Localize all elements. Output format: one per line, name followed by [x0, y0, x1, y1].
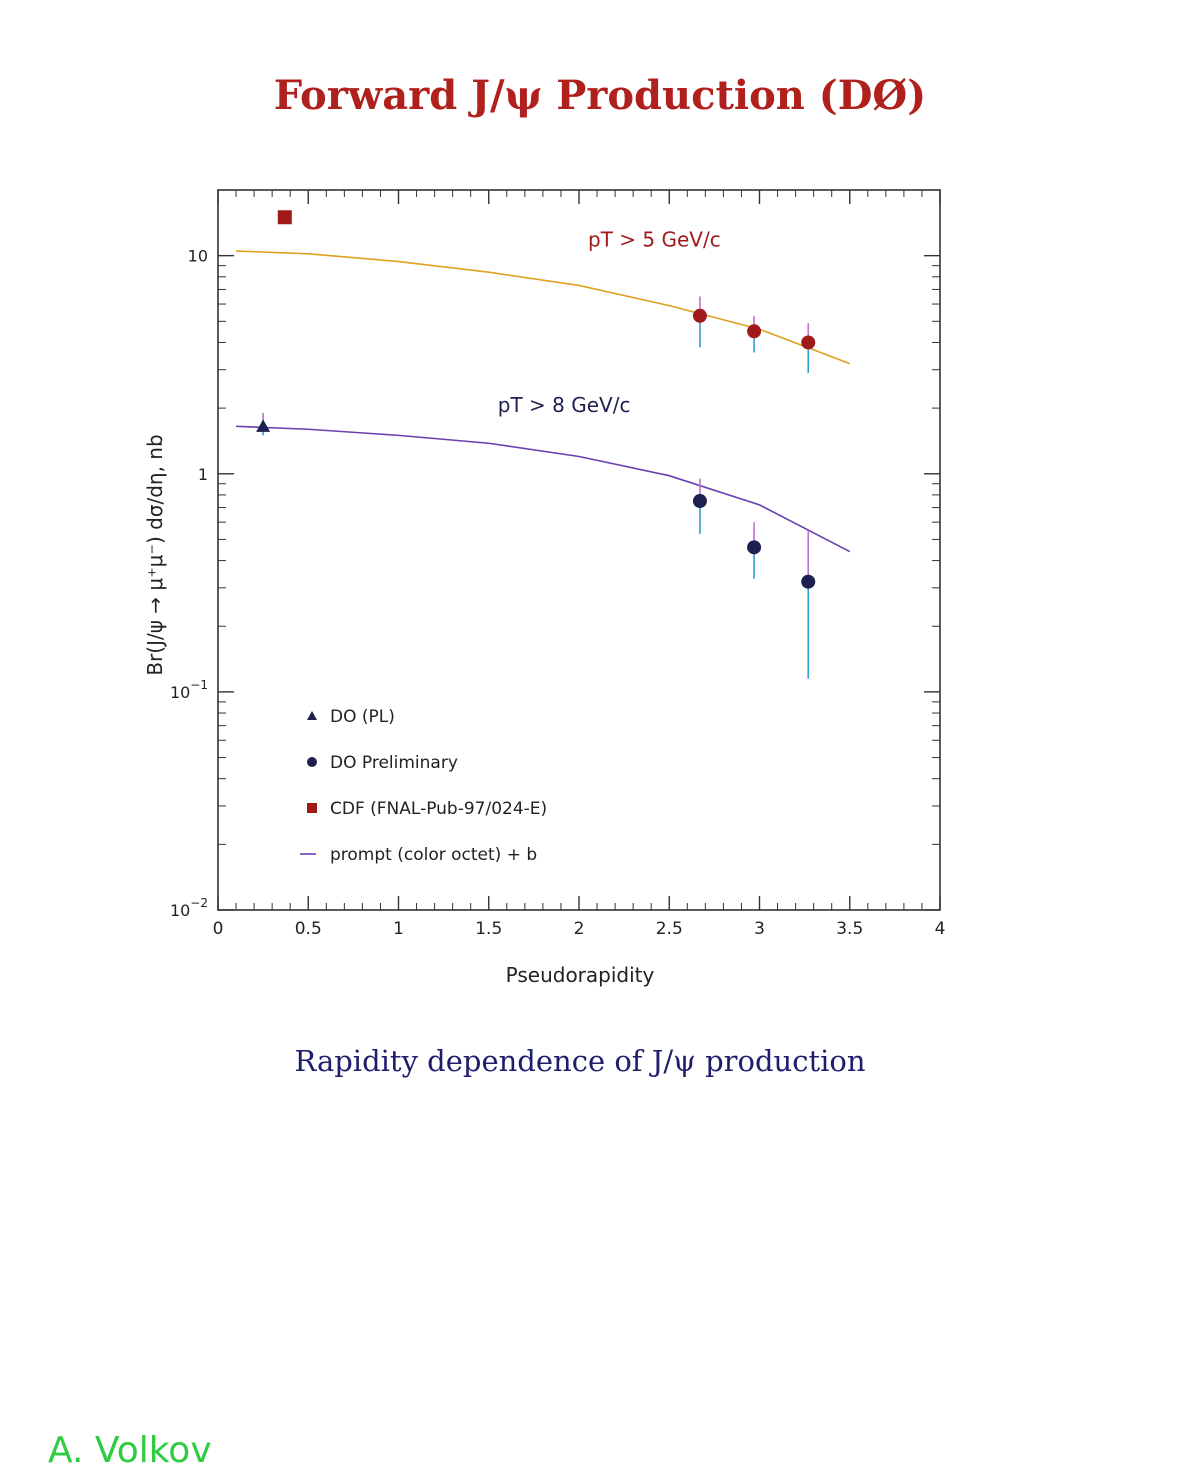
legend-marker-circle: [307, 757, 317, 767]
y-axis-label: Br(J/ψ → μ⁺μ⁻) dσ/dη, nb: [143, 434, 167, 675]
annotation-pt5: pT > 5 GeV/c: [588, 228, 721, 252]
data-points: [256, 210, 816, 679]
theory-curve-pt8: [236, 425, 851, 553]
annotation-pt8: pT > 8 GeV/c: [498, 393, 631, 417]
x-tick-label: 0: [213, 919, 224, 939]
y-axis-ticks: 10 1 10−1 10−2: [170, 189, 940, 920]
x-tick-label: 3.5: [836, 919, 863, 939]
annotations: pT > 5 GeV/c pT > 8 GeV/c: [498, 228, 721, 417]
x-tick-label: 4: [935, 919, 946, 939]
theory-curve-pt5: [236, 250, 851, 365]
y-tick-label: 10: [188, 247, 208, 266]
legend-label: DO Preliminary: [330, 753, 458, 773]
data-point-circle: [747, 540, 762, 555]
legend-marker-triangle: [307, 711, 317, 720]
x-tick-label: 2.5: [656, 919, 683, 939]
x-axis-ticks: 0 0.5 1 1.5 2 2.5 3 3.5 4: [213, 190, 946, 939]
data-point-triangle: [256, 419, 271, 432]
theory-curves: [236, 250, 851, 553]
data-point-circle: [692, 308, 707, 323]
data-point-circle: [801, 574, 816, 589]
x-tick-label: 3: [754, 919, 765, 939]
x-tick-label: 2: [574, 919, 585, 939]
data-point-square: [277, 210, 292, 225]
legend: DO (PL) DO Preliminary CDF (FNAL-Pub-97/02…: [300, 707, 547, 865]
figure-caption: Rapidity dependence of J/ψ production: [294, 1044, 866, 1078]
legend-label: DO (PL): [330, 707, 395, 727]
y-tick-label: 10−2: [170, 896, 208, 920]
data-point-circle: [801, 335, 816, 350]
legend-label: CDF (FNAL-Pub-97/024-E): [330, 799, 547, 819]
x-tick-label: 1.5: [475, 919, 502, 939]
slide-title: Forward J/ψ Production (DØ): [273, 72, 927, 119]
data-point-circle: [747, 324, 762, 339]
x-tick-label: 0.5: [295, 919, 322, 939]
plot-frame: [217, 189, 941, 911]
y-tick-label: 10−1: [170, 678, 208, 702]
legend-marker-square: [307, 803, 317, 813]
legend-label: prompt (color octet) + b: [330, 845, 537, 865]
x-tick-label: 1: [393, 919, 404, 939]
x-axis-label: Pseudorapidity: [506, 963, 655, 987]
data-point-circle: [692, 494, 707, 509]
plot-border: [217, 189, 941, 911]
author-signature: A. Volkov: [48, 1430, 212, 1471]
y-tick-label: 1: [198, 465, 208, 484]
